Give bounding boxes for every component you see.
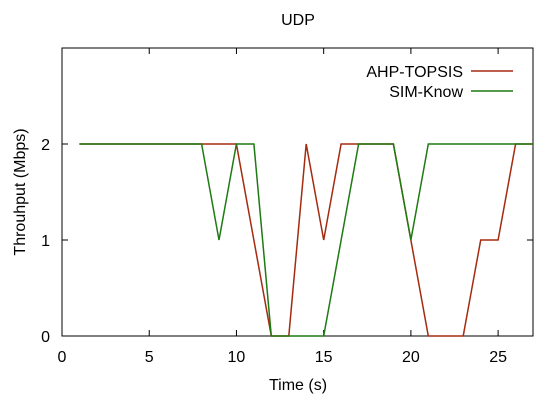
- series-layer: [79, 143, 533, 337]
- y-axis-label: Throuhput (Mbps): [12, 128, 29, 255]
- x-axis-label: Time (s): [269, 377, 327, 394]
- x-axis-ticks: 0 5 10 15 20 25: [58, 48, 507, 366]
- y-tick-label: 2: [41, 137, 50, 154]
- series-line-sim-know: [79, 143, 533, 337]
- x-tick-label: 0: [58, 349, 67, 366]
- y-tick-label: 1: [41, 233, 50, 250]
- x-tick-label: 10: [228, 349, 246, 366]
- chart-title: UDP: [281, 12, 315, 29]
- series-line-ahp-topsis: [79, 143, 533, 337]
- x-tick-label: 15: [315, 349, 333, 366]
- y-tick-label: 0: [41, 329, 50, 346]
- x-tick-label: 25: [489, 349, 507, 366]
- x-tick-label: 20: [402, 349, 420, 366]
- x-tick-label: 5: [145, 349, 154, 366]
- legend-label-sim-know: SIM-Know: [389, 84, 463, 101]
- y-axis-ticks: 0 1 2: [41, 137, 533, 346]
- legend: AHP-TOPSIS SIM-Know: [366, 64, 513, 101]
- legend-label-ahp-topsis: AHP-TOPSIS: [366, 64, 463, 81]
